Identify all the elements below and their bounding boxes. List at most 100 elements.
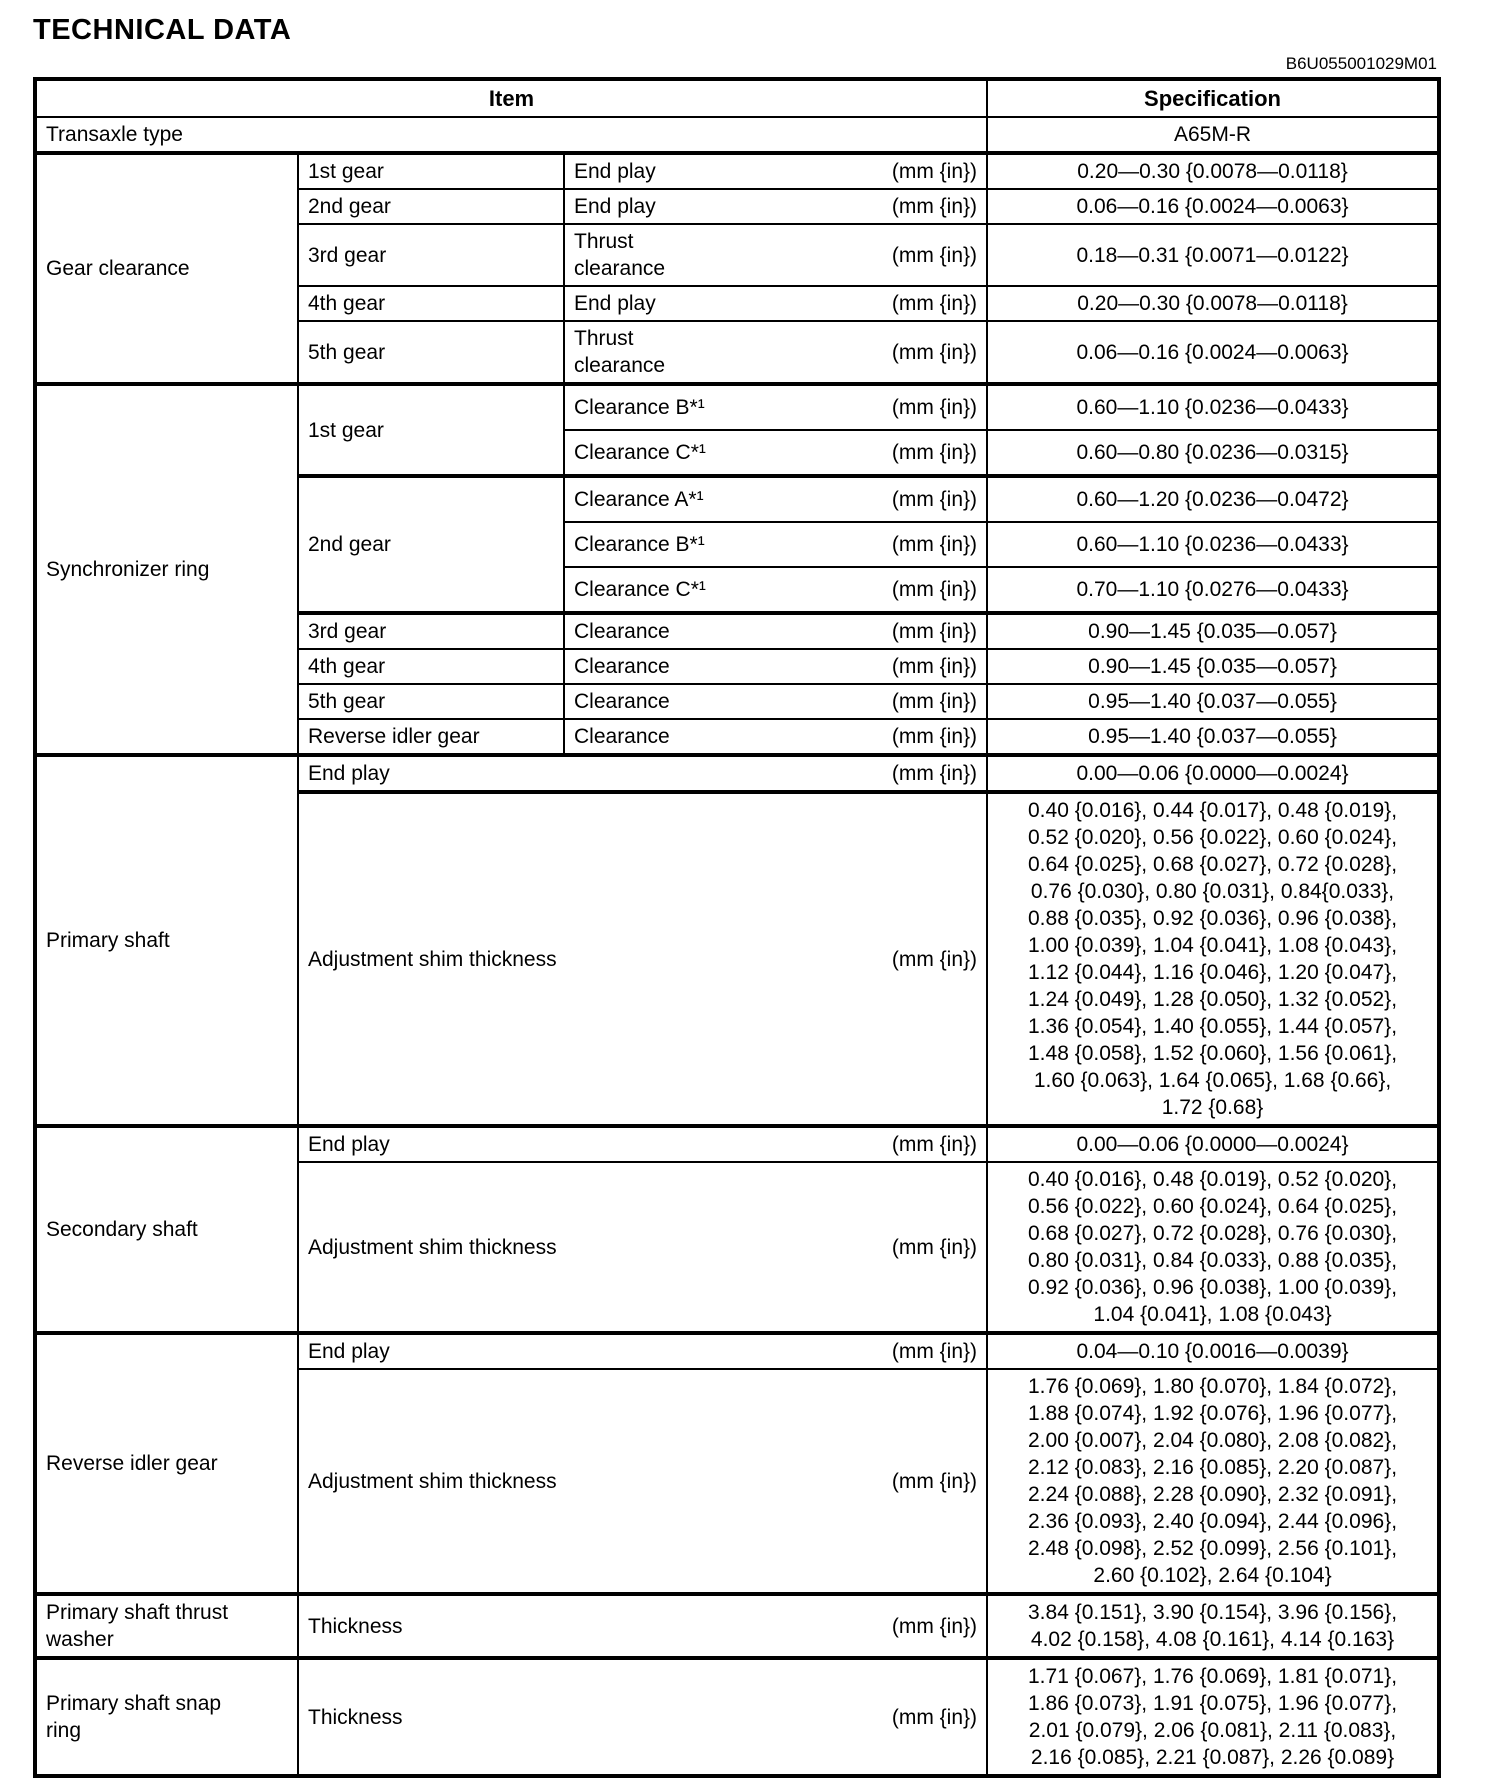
table-row: 5th gear Thrust clearance (mm {in}) 0.06—… (35, 320, 1441, 385)
measure-cell: Adjustment shim thickness (mm {in}) (296, 1368, 989, 1595)
spec-cell: 0.18—0.31 {0.0071—0.0122} (986, 223, 1441, 287)
measure-cell: Clearance (mm {in}) (562, 648, 989, 685)
measure-label: End play (308, 762, 390, 785)
spec-cell: 0.95—1.40 {0.037—0.055} (986, 683, 1441, 720)
measure-cell: Clearance (mm {in}) (562, 718, 989, 756)
gear-cell: 1st gear (297, 382, 565, 477)
unit-label: (mm {in}) (891, 1705, 978, 1729)
measure-cell: Clearance C*¹ (mm {in}) (562, 429, 989, 477)
measure-cell: Thickness (mm {in}) (296, 1592, 989, 1659)
gear-cell: Reverse idler gear (297, 718, 565, 756)
category-cell: Reverse idler gear (34, 1331, 299, 1595)
measure-cell: Clearance (mm {in}) (562, 683, 989, 720)
unit-label: (mm {in}) (891, 1469, 978, 1493)
spec-cell: 0.60—0.80 {0.0236—0.0315} (986, 429, 1441, 477)
spec-cell: 0.60—1.10 {0.0236—0.0433} (986, 521, 1441, 568)
spec-list-cell: 3.84 {0.151}, 3.90 {0.154}, 3.96 {0.156}… (986, 1592, 1441, 1659)
measure-label: Adjustment shim thickness (308, 1235, 557, 1259)
spec-list-cell: 0.40 {0.016}, 0.44 {0.017}, 0.48 {0.019}… (986, 790, 1441, 1127)
measure-cell: Adjustment shim thickness (mm {in}) (296, 1161, 989, 1334)
measure-cell: Clearance (mm {in}) (562, 611, 989, 650)
unit-label: (mm {in}) (891, 488, 978, 511)
gear-cell: 2nd gear (297, 474, 565, 614)
spec-cell: 0.04—0.10 {0.0016—0.0039} (986, 1331, 1441, 1370)
measure-label: End play (574, 195, 656, 218)
measure-cell: End play (mm {in}) (296, 753, 989, 793)
measure-label: Clearance A*¹ (574, 488, 704, 511)
measure-cell: End play (mm {in}) (562, 188, 989, 225)
unit-label: (mm {in}) (891, 533, 978, 556)
unit-label: (mm {in}) (891, 195, 978, 218)
spec-cell: 0.60—1.20 {0.0236—0.0472} (986, 474, 1441, 523)
measure-cell: Clearance B*¹ (mm {in}) (562, 382, 989, 431)
measure-label: Clearance B*¹ (574, 533, 705, 556)
measure-cell: End play (mm {in}) (562, 151, 989, 190)
unit-label: (mm {in}) (891, 1235, 978, 1259)
measure-label: Adjustment shim thickness (308, 947, 557, 971)
measure-cell: Clearance B*¹ (mm {in}) (562, 521, 989, 568)
spec-cell: 0.90—1.45 {0.035—0.057} (986, 648, 1441, 685)
measure-label: Clearance (574, 725, 670, 748)
spec-cell: 0.20—0.30 {0.0078—0.0118} (986, 151, 1441, 190)
measure-label: Clearance C*¹ (574, 578, 706, 601)
unit-label: (mm {in}) (891, 690, 978, 713)
measure-cell: End play (mm {in}) (296, 1331, 989, 1370)
table-row: Primary shaft snap ring Thickness (mm {in… (34, 1656, 1441, 1777)
document-code: B6U055001029M01 (1285, 54, 1437, 73)
table-row: 5th gear Clearance (mm {in}) 0.95—1.40 {0… (35, 683, 1441, 720)
measure-label: End play (574, 292, 656, 315)
measure-cell: Clearance C*¹ (mm {in}) (562, 566, 989, 614)
measure-label: Thickness (308, 1614, 403, 1638)
unit-label: (mm {in}) (891, 578, 978, 601)
page-title: TECHNICAL DATA (33, 14, 292, 46)
gear-cell: 1st gear (297, 151, 565, 190)
unit-label: (mm {in}) (891, 725, 978, 748)
table-row: Gear clearance 1st gear End play (mm {in}… (34, 151, 1441, 385)
header-row: Item Specification (33, 78, 1441, 118)
unit-label: (mm {in}) (891, 243, 978, 267)
measure-cell: Thrust clearance (mm {in}) (562, 223, 989, 287)
spec-cell: 0.00—0.06 {0.0000—0.0024} (986, 753, 1441, 793)
category-cell: Primary shaft snap ring (34, 1656, 299, 1777)
measure-cell: Thrust clearance (mm {in}) (562, 320, 989, 385)
table-row: Transaxle type A65M-R (33, 116, 1441, 154)
table-row: Clearance C*¹ (mm {in}) 0.70—1.10 {0.0276… (35, 566, 1441, 614)
technical-data-table: Item Specification Transaxle type A65M-R… (33, 77, 1442, 1778)
unit-label: (mm {in}) (891, 292, 978, 315)
category-cell: Primary shaft (34, 753, 299, 1127)
spec-cell: 0.20—0.30 {0.0078—0.0118} (986, 285, 1441, 322)
table-row: 4th gear Clearance (mm {in}) 0.90—1.45 {0… (35, 648, 1441, 685)
unit-label: (mm {in}) (891, 396, 978, 419)
measure-cell: Thickness (mm {in}) (296, 1656, 989, 1777)
transaxle-type-value: A65M-R (986, 116, 1441, 154)
unit-label: (mm {in}) (891, 655, 978, 678)
measure-cell: End play (mm {in}) (296, 1124, 989, 1163)
measure-cell: End play (mm {in}) (562, 285, 989, 322)
measure-label: End play (574, 160, 656, 183)
item-column-header: Item (33, 78, 989, 118)
measure-label: Clearance C*¹ (574, 441, 706, 464)
spec-cell: 0.90—1.45 {0.035—0.057} (986, 611, 1441, 650)
spec-list-cell: 1.71 {0.067}, 1.76 {0.069}, 1.81 {0.071}… (986, 1656, 1441, 1777)
table-row: 3rd gear Thrust clearance (mm {in}) 0.18—… (35, 223, 1441, 287)
spec-cell: 0.06—0.16 {0.0024—0.0063} (986, 188, 1441, 225)
table-row: 4th gear End play (mm {in}) 0.20—0.30 {0.… (35, 285, 1441, 322)
spec-cell: 0.00—0.06 {0.0000—0.0024} (986, 1124, 1441, 1163)
specification-column-header: Specification (986, 78, 1441, 118)
measure-label: End play (308, 1133, 390, 1156)
unit-label: (mm {in}) (891, 1133, 978, 1156)
gear-cell: 5th gear (297, 683, 565, 720)
gear-cell: 4th gear (297, 648, 565, 685)
unit-label: (mm {in}) (891, 620, 978, 643)
spec-list-cell: 1.76 {0.069}, 1.80 {0.070}, 1.84 {0.072}… (986, 1368, 1441, 1595)
measure-label: Clearance B*¹ (574, 396, 705, 419)
measure-label: Clearance (574, 620, 670, 643)
unit-label: (mm {in}) (891, 441, 978, 464)
table-row: Reverse idler gear End play (mm {in}) 0.0… (34, 1331, 1441, 1595)
unit-label: (mm {in}) (891, 1340, 978, 1363)
measure-label: Thrust clearance (574, 230, 666, 280)
measure-cell: Clearance A*¹ (mm {in}) (562, 474, 989, 523)
table-row: Primary shaft thrust washer Thickness (mm… (34, 1592, 1441, 1659)
table-row: 2nd gear End play (mm {in}) 0.06—0.16 {0.… (35, 188, 1441, 225)
gear-cell: 3rd gear (297, 611, 565, 650)
